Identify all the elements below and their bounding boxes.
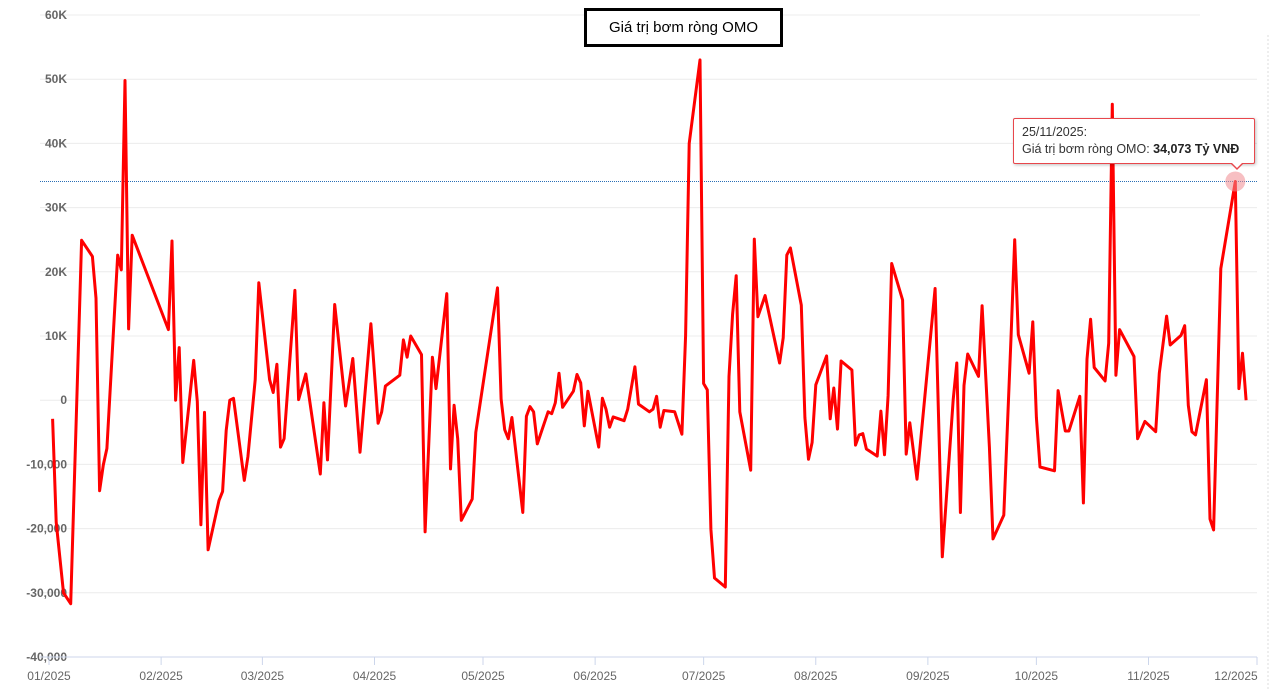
tooltip-date: 25/11/2025:: [1022, 125, 1088, 139]
tooltip-arrow: [1230, 162, 1244, 170]
x-tick-label: 04/2025: [353, 669, 397, 683]
x-tick-label: 10/2025: [1015, 669, 1059, 683]
x-tick-label: 09/2025: [906, 669, 950, 683]
y-tick-label: 30K: [45, 201, 67, 215]
series-line: [51, 58, 1248, 606]
y-tick-label: 40K: [45, 136, 67, 150]
x-tick-label: 11/2025: [1127, 669, 1170, 683]
x-tick-label: 03/2025: [241, 669, 285, 683]
x-tick-label: 08/2025: [794, 669, 838, 683]
highlight-marker[interactable]: [1225, 171, 1246, 192]
tooltip-row: Giá trị bơm ròng OMO: 34,073 Tỷ VNĐ: [1022, 141, 1246, 158]
gridlines: [40, 14, 1257, 658]
x-tick-label: 12/2025: [1214, 669, 1258, 683]
tooltip-value: 34,073 Tỷ VNĐ: [1153, 142, 1240, 156]
x-tick-label: 07/2025: [682, 669, 726, 683]
x-tick-label: 02/2025: [139, 669, 183, 683]
y-tick-label: -20,000: [26, 522, 67, 536]
tooltip: 25/11/2025: Giá trị bơm ròng OMO: 34,073…: [1013, 118, 1255, 164]
chart-title: Giá trị bơm ròng OMO: [584, 8, 783, 47]
y-tick-label: 10K: [45, 329, 67, 343]
series-omo: [51, 58, 1248, 606]
tooltip-series-label: Giá trị bơm ròng OMO:: [1022, 142, 1150, 156]
y-tick-label: 0: [60, 393, 67, 407]
x-tick-label: 06/2025: [573, 669, 617, 683]
y-tick-label: 50K: [45, 72, 67, 86]
x-axis: 01/2025 02/2025 03/2025 04/2025 05/2025 06/20…: [27, 656, 1258, 683]
y-tick-label: 20K: [45, 265, 67, 279]
x-tick-label: 05/2025: [461, 669, 505, 683]
y-tick-label: 60K: [45, 8, 67, 22]
x-tick-label: 01/2025: [27, 669, 71, 683]
y-tick-label: -10,000: [26, 457, 67, 471]
y-tick-label: -30,000: [26, 586, 67, 600]
